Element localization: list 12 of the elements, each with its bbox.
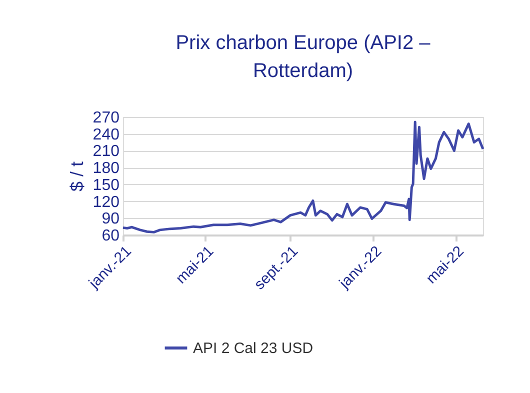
y-tick-label: 270 bbox=[92, 110, 120, 126]
chart-title: Prix charbon Europe (API2 – Rotterdam) bbox=[176, 32, 432, 82]
y-tick-label: 120 bbox=[92, 194, 120, 211]
y-tick-label: 150 bbox=[92, 176, 120, 194]
y-tick-label: 60 bbox=[102, 228, 120, 244]
line-series bbox=[122, 120, 484, 234]
y-tick-label: 210 bbox=[92, 143, 120, 160]
legend-label: API 2 Cal 23 USD bbox=[193, 340, 314, 357]
y-tick-label: 180 bbox=[92, 160, 120, 178]
y-tick-label: 90 bbox=[102, 210, 120, 228]
y-axis-title: $ / t bbox=[66, 161, 87, 192]
y-tick-label: 240 bbox=[92, 126, 120, 144]
